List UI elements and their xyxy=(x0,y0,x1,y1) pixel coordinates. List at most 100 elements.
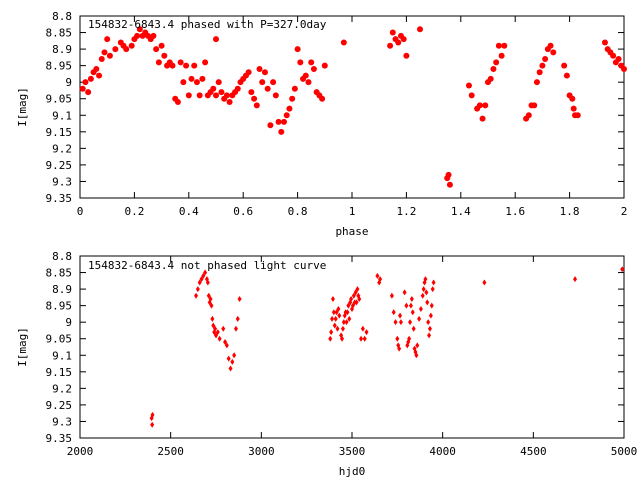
data-point xyxy=(153,46,160,53)
data-point xyxy=(253,102,260,109)
data-point xyxy=(476,102,483,109)
data-point xyxy=(340,335,345,342)
data-point xyxy=(501,42,508,49)
data-point xyxy=(329,329,334,336)
data-point xyxy=(418,305,423,312)
chart-title: 154832-6843.4 not phased light curve xyxy=(88,259,326,272)
y-axis-label: I[mag] xyxy=(16,327,29,367)
x-axis-label: phase xyxy=(335,225,368,238)
chart-title: 154832-6843.4 phased with P=327.0day xyxy=(88,18,327,31)
x-tick-label: 1 xyxy=(349,205,356,218)
data-point xyxy=(354,299,359,306)
data-point xyxy=(482,279,487,286)
data-points xyxy=(149,266,625,428)
data-point xyxy=(359,335,364,342)
x-tick-label: 0.8 xyxy=(288,205,308,218)
data-point xyxy=(223,92,230,99)
data-point xyxy=(446,181,453,188)
data-point xyxy=(561,62,568,69)
data-point xyxy=(205,279,210,286)
data-point xyxy=(357,296,362,303)
data-point xyxy=(465,82,472,89)
data-point xyxy=(215,329,220,336)
data-point xyxy=(430,286,435,293)
data-point xyxy=(155,59,162,66)
x-tick-label: 1.2 xyxy=(396,205,416,218)
data-point xyxy=(426,319,431,326)
data-point xyxy=(134,32,141,39)
data-point xyxy=(333,315,338,322)
data-point xyxy=(403,52,410,59)
data-point xyxy=(96,72,103,79)
y-tick-label: 9.35 xyxy=(46,192,73,205)
data-point xyxy=(563,72,570,79)
data-point xyxy=(353,289,358,296)
data-point xyxy=(267,122,274,129)
data-point xyxy=(398,319,403,326)
data-point xyxy=(206,292,211,299)
data-point xyxy=(256,65,263,72)
data-point xyxy=(328,335,333,342)
data-point xyxy=(272,92,279,99)
data-point xyxy=(230,358,235,365)
data-point xyxy=(213,36,219,43)
data-point xyxy=(389,29,396,36)
data-point xyxy=(621,65,627,72)
data-point xyxy=(601,39,608,46)
data-point xyxy=(421,286,426,293)
data-point xyxy=(378,276,383,283)
data-point xyxy=(332,322,337,329)
data-point xyxy=(495,42,502,49)
data-point xyxy=(350,302,355,309)
data-point xyxy=(261,69,268,76)
data-point xyxy=(375,272,380,279)
data-point xyxy=(349,296,354,303)
unphased-light-curve-panel: 2000 2500 3000 3500 4000 4500 5000 8.8 8.85 8.9 8.… xyxy=(16,250,637,478)
y-tick-label: 9.25 xyxy=(46,399,73,412)
data-point xyxy=(289,95,296,102)
data-point xyxy=(87,75,94,82)
y-tick-label: 8.95 xyxy=(46,60,73,73)
x-tick-label: 2 xyxy=(621,205,628,218)
data-point xyxy=(226,355,231,362)
data-point xyxy=(498,52,505,59)
data-point xyxy=(445,171,452,178)
data-point xyxy=(351,292,356,299)
y-tick-label: 9 xyxy=(65,76,72,89)
data-point xyxy=(104,36,111,43)
x-tick-label: 2000 xyxy=(67,445,94,458)
y-tick-label: 9.1 xyxy=(52,349,72,362)
data-point xyxy=(217,335,222,342)
data-point xyxy=(427,325,432,332)
data-point xyxy=(215,79,222,86)
data-point xyxy=(191,62,198,69)
data-point xyxy=(208,296,213,303)
y-tick-label: 9 xyxy=(65,316,72,329)
data-point xyxy=(201,272,206,279)
data-point xyxy=(570,105,577,112)
data-point xyxy=(397,345,402,352)
x-tick-label: 5000 xyxy=(611,445,638,458)
data-point xyxy=(574,112,581,119)
data-point xyxy=(161,52,168,59)
data-point xyxy=(275,118,282,125)
data-point xyxy=(193,79,200,86)
data-point xyxy=(395,39,402,46)
data-point xyxy=(321,62,328,69)
data-point xyxy=(620,266,625,273)
data-point xyxy=(391,309,396,316)
data-point xyxy=(196,92,203,99)
data-point xyxy=(202,59,209,66)
y-tick-label: 9.3 xyxy=(52,175,72,188)
data-point xyxy=(431,279,436,286)
data-point xyxy=(411,325,416,332)
data-point xyxy=(85,89,92,96)
data-point xyxy=(211,322,216,329)
data-point xyxy=(610,52,617,59)
data-point xyxy=(415,342,420,349)
data-point xyxy=(344,319,349,326)
data-point xyxy=(101,49,108,56)
data-point xyxy=(213,92,219,99)
data-points xyxy=(79,26,627,188)
data-point xyxy=(93,65,100,72)
